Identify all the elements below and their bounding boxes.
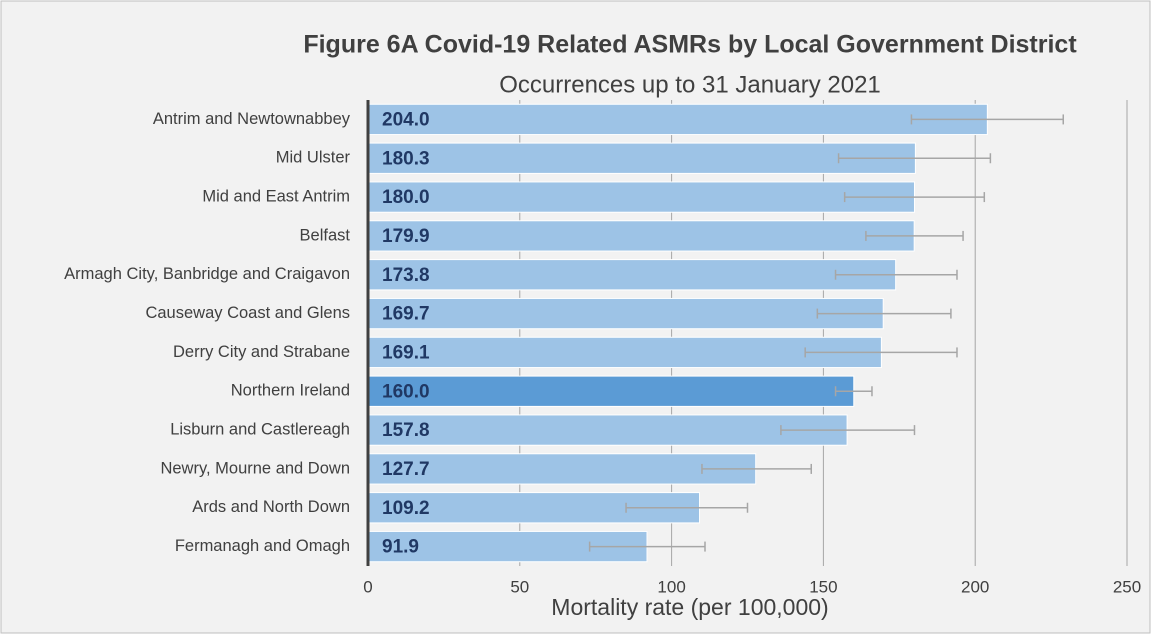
y-tick-label: Mid Ulster <box>276 149 351 167</box>
x-tick-label: 200 <box>961 577 989 596</box>
chart-subtitle: Occurrences up to 31 January 2021 <box>499 71 881 98</box>
data-label: 179.9 <box>382 226 430 247</box>
y-tick-label: Newry, Mourne and Down <box>160 459 350 477</box>
data-label: 204.0 <box>382 109 430 130</box>
data-label: 169.1 <box>382 342 430 363</box>
y-tick-label: Antrim and Newtownabbey <box>153 110 351 128</box>
data-label: 173.8 <box>382 265 430 286</box>
bar <box>367 414 848 446</box>
y-tick-label: Fermanagh and Omagh <box>175 537 350 555</box>
bar <box>367 297 884 330</box>
x-tick-label: 50 <box>510 577 529 596</box>
data-label: 127.7 <box>382 459 430 480</box>
y-tick-label: Armagh City, Banbridge and Craigavon <box>64 265 350 283</box>
x-tick-label: 150 <box>809 577 837 596</box>
y-tick-label: Mid and East Antrim <box>202 187 350 205</box>
bar <box>367 259 897 291</box>
data-label: 157.8 <box>382 420 430 441</box>
y-tick-label: Derry City and Strabane <box>173 343 350 361</box>
x-axis-title: Mortality rate (per 100,000) <box>551 594 828 620</box>
bar <box>367 220 915 252</box>
data-label: 169.7 <box>382 304 430 325</box>
y-tick-label: Ards and North Down <box>192 498 350 516</box>
data-label: 91.9 <box>382 537 419 558</box>
data-label: 180.0 <box>382 187 430 208</box>
bar <box>367 181 915 213</box>
bar <box>367 336 882 369</box>
bar <box>367 142 916 174</box>
data-label: 180.3 <box>382 148 430 169</box>
bar <box>367 375 855 407</box>
chart-title: Figure 6A Covid-19 Related ASMRs by Loca… <box>303 31 1077 59</box>
y-tick-label: Causeway Coast and Glens <box>145 304 350 322</box>
x-tick-label: 0 <box>363 577 372 596</box>
bar <box>367 453 757 485</box>
data-label: 109.2 <box>382 498 430 519</box>
x-tick-label: 100 <box>657 577 685 596</box>
bar <box>367 103 988 136</box>
y-tick-label: Northern Ireland <box>231 382 350 400</box>
x-tick-label: 250 <box>1113 577 1141 596</box>
y-tick-label: Lisburn and Castlereagh <box>170 420 350 438</box>
data-label: 160.0 <box>382 381 430 402</box>
y-tick-label: Belfast <box>300 226 351 244</box>
